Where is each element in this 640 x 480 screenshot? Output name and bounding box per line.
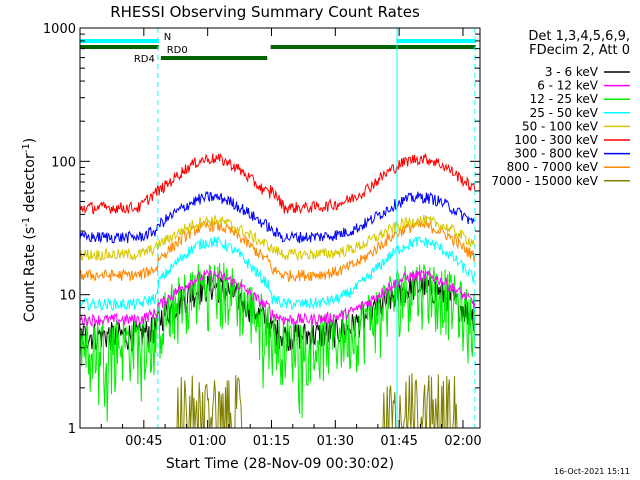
y-tick-label-3: 1000 <box>43 22 76 37</box>
y-tick-label-1: 10 <box>59 289 76 304</box>
x-axis-label: Start Time (28-Nov-09 00:30:02) <box>166 456 394 472</box>
series-line-0 <box>79 274 476 352</box>
series-line-3 <box>79 236 476 312</box>
series-lines <box>79 153 476 430</box>
series-line-5 <box>79 153 476 215</box>
series-line-7 <box>79 218 476 283</box>
series-line-2 <box>79 262 476 422</box>
legend-label-4: 50 - 100 keV <box>522 119 599 133</box>
legend-header-line-2: FDecim 2, Att 0 <box>529 43 630 58</box>
x-tick-label-4: 01:45 <box>380 434 417 449</box>
legend: Det 1,3,4,5,6,9, FDecim 2, Att 0 3 - 6 k… <box>491 29 630 188</box>
y-tick-label-0: 1 <box>68 422 76 437</box>
x-tick-label-0: 00:45 <box>125 434 162 449</box>
flag-label-rd4: RD4 <box>134 54 155 65</box>
legend-label-2: 12 - 25 keV <box>530 92 599 106</box>
legend-label-0: 3 - 6 keV <box>545 65 599 79</box>
status-flags: N RD0 RD4 <box>80 32 476 65</box>
legend-label-3: 25 - 50 keV <box>530 106 599 120</box>
series-line-6 <box>79 190 476 244</box>
x-tick-label-2: 01:15 <box>253 434 290 449</box>
chart-title: RHESSI Observing Summary Count Rates <box>110 3 420 21</box>
y-axis-label: Count Rate (s-1 detector-1) <box>21 138 38 322</box>
legend-label-1: 6 - 12 keV <box>537 79 599 93</box>
x-tick-label-1: 01:00 <box>189 434 226 449</box>
x-axis-ticks: 00:45 01:00 01:15 01:30 01:45 02:00 <box>100 28 482 449</box>
flag-label-n: N <box>164 32 171 43</box>
flag-label-rd0: RD0 <box>167 45 188 56</box>
series-line-4 <box>79 215 476 262</box>
vertical-markers <box>79 28 476 428</box>
x-tick-label-3: 01:30 <box>317 434 354 449</box>
legend-label-5: 100 - 300 keV <box>514 133 598 147</box>
series-line-8 <box>80 373 475 430</box>
legend-label-7: 800 - 7000 keV <box>507 160 599 174</box>
y-axis-ticks: 1 10 100 1000 <box>43 22 480 437</box>
legend-label-6: 300 - 800 keV <box>514 147 598 161</box>
x-tick-label-5: 02:00 <box>444 434 481 449</box>
legend-header-line-1: Det 1,3,4,5,6,9, <box>528 29 630 44</box>
y-tick-label-2: 100 <box>51 155 76 170</box>
series-line-1 <box>79 268 476 328</box>
legend-label-8: 7000 - 15000 keV <box>491 174 598 188</box>
plot-frame <box>79 27 481 429</box>
timestamp: 16-Oct-2021 15:11 <box>554 467 630 476</box>
